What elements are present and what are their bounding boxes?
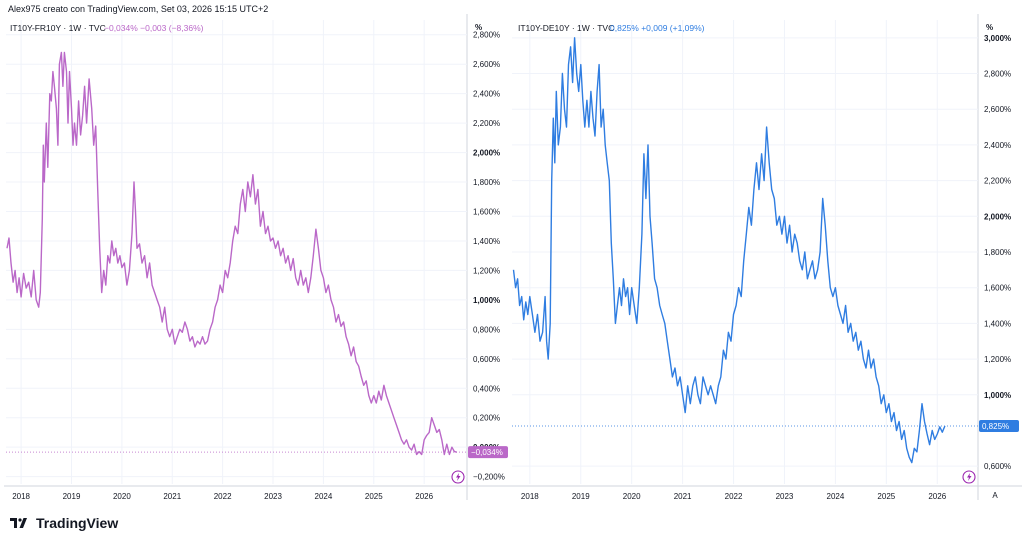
x-tick-label: 2025: [365, 492, 383, 501]
lightning-icon[interactable]: [962, 470, 976, 484]
chart-panel-spread-france[interactable]: 2,800% 2,600% 2,400% 2,200% 2,000% 1,800% 1,60…: [4, 14, 511, 501]
y-tick-label: 1,600%: [984, 284, 1011, 293]
y-tick-label: 2,400%: [473, 90, 500, 99]
series-line[interactable]: [512, 37, 946, 464]
y-tick-label: 3,000%: [984, 34, 1011, 43]
y-tick-label: 1,200%: [984, 355, 1011, 364]
auto-scale-toggle[interactable]: A: [992, 491, 998, 500]
x-tick-label: 2025: [877, 492, 895, 501]
x-tick-label: 2023: [776, 492, 794, 501]
x-tick-label: 2018: [521, 492, 539, 501]
tradingview-mark-icon: [10, 518, 27, 528]
y-tick-label: 1,200%: [473, 266, 500, 275]
x-tick-label: 2020: [113, 492, 131, 501]
y-tick-label: 0,600%: [473, 355, 500, 364]
y-tick-label: 1,000%: [984, 391, 1011, 400]
y-tick-label: 2,400%: [984, 141, 1011, 150]
y-tick-label: 0,600%: [984, 462, 1011, 471]
x-tick-label: 2023: [264, 492, 282, 501]
lightning-icon-bolt: [967, 473, 972, 481]
y-tick-label: 2,600%: [984, 105, 1011, 114]
lightning-icon[interactable]: [451, 470, 465, 484]
y-tick-label: 0,400%: [473, 384, 500, 393]
y-tick-label: 2,800%: [473, 31, 500, 40]
y-tick-label: 1,600%: [473, 207, 500, 216]
y-tick-label: 2,000%: [984, 212, 1011, 221]
y-tick-label: 0,200%: [473, 414, 500, 423]
x-tick-label: 2019: [63, 492, 81, 501]
y-tick-label: 2,000%: [473, 149, 500, 158]
y-tick-label: 2,800%: [984, 70, 1011, 79]
y-tick-label: 0,800%: [473, 325, 500, 334]
price-axis-unit: %: [475, 23, 482, 32]
x-tick-label: 2022: [214, 492, 232, 501]
last-value-badge: [979, 420, 1019, 432]
price-axis-unit: %: [986, 23, 993, 32]
series-symbol[interactable]: IT10Y-FR10Y · 1W · TVC: [10, 23, 106, 33]
series-line[interactable]: [6, 51, 458, 456]
y-tick-label: 2,200%: [984, 177, 1011, 186]
last-value-label: 0,825%: [982, 422, 1009, 431]
x-tick-label: 2024: [827, 492, 845, 501]
x-tick-label: 2024: [315, 492, 333, 501]
y-tick-label: −0,200%: [473, 473, 505, 482]
y-tick-label: 1,800%: [473, 178, 500, 187]
chart-caption: Alex975 creato con TradingView.com, Set …: [8, 4, 269, 14]
x-tick-label: 2026: [415, 492, 433, 501]
x-tick-label: 2021: [163, 492, 181, 501]
series-symbol[interactable]: IT10Y-DE10Y · 1W · TVC: [518, 23, 614, 33]
x-tick-label: 2018: [12, 492, 30, 501]
series-change: −0,034% −0,003 (−8,36%): [104, 23, 204, 33]
tradingview-logo[interactable]: TradingView: [8, 515, 118, 531]
x-tick-label: 2019: [572, 492, 590, 501]
chart-panel-spread-germany[interactable]: 3,000% 2,800% 2,600% 2,400% 2,200% 2,000% 1,80…: [510, 14, 1022, 501]
x-tick-label: 2022: [725, 492, 743, 501]
y-tick-label: 2,200%: [473, 119, 500, 128]
series-change: 0,825% +0,009 (+1,09%): [610, 23, 705, 33]
last-value-label: −0,034%: [471, 448, 503, 457]
y-tick-label: 2,600%: [473, 60, 500, 69]
x-tick-label: 2026: [928, 492, 946, 501]
tradingview-wordmark: TradingView: [36, 515, 119, 531]
y-tick-label: 1,400%: [984, 319, 1011, 328]
y-tick-label: 1,800%: [984, 248, 1011, 257]
lightning-icon-bolt: [456, 473, 461, 481]
y-tick-label: 1,400%: [473, 237, 500, 246]
x-tick-label: 2021: [674, 492, 692, 501]
last-value-badge: [468, 446, 508, 459]
y-tick-label: 1,000%: [473, 296, 500, 305]
x-tick-label: 2020: [623, 492, 641, 501]
